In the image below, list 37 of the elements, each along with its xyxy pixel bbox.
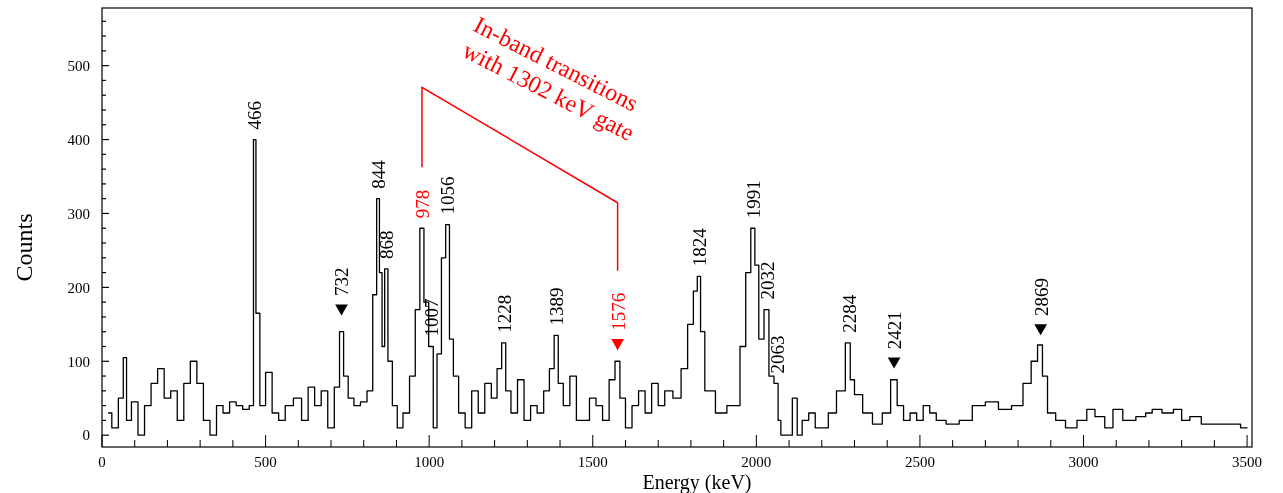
annotation: 1228 — [493, 294, 515, 333]
point — [887, 357, 901, 369]
y-tick-label: 0 — [82, 427, 90, 444]
annotation: 1991 — [743, 180, 765, 219]
y-tick-label: 100 — [67, 353, 90, 370]
annotation: 868 — [375, 230, 397, 259]
annotation: 466 — [244, 101, 266, 130]
annotation: 978 — [411, 189, 433, 219]
annotation: 1824 — [688, 227, 710, 267]
annotation: 1389 — [546, 287, 568, 326]
point — [611, 339, 624, 351]
annotation: 2063 — [766, 335, 788, 374]
x-tick-label: 2000 — [741, 454, 772, 470]
y-axis-title: Counts — [11, 213, 37, 282]
x-tick-label: 0 — [98, 454, 106, 470]
annotation: 2284 — [839, 294, 861, 333]
x-tick-label: 500 — [254, 454, 277, 470]
x-tick-label: 1500 — [577, 454, 608, 470]
y-tick-label: 400 — [67, 131, 90, 148]
point — [1034, 324, 1048, 336]
x-tick-label: 1000 — [414, 454, 445, 470]
point — [335, 304, 348, 316]
y-tick-label: 500 — [67, 57, 90, 74]
annotation: 844 — [368, 159, 390, 189]
x-tick-label: 2500 — [904, 454, 935, 470]
annotation: 2032 — [756, 261, 778, 300]
y-tick-label: 300 — [67, 205, 90, 222]
annotation: 732 — [331, 267, 353, 297]
annotation: 2421 — [884, 311, 906, 350]
y-tick-label: 200 — [67, 279, 90, 296]
annotation: 2869 — [1030, 278, 1052, 317]
annotation: 1007 — [421, 298, 443, 337]
x-tick-label: 3000 — [1068, 454, 1099, 470]
x-tick-label: 3500 — [1232, 454, 1263, 470]
x-axis-title: Energy (keV) — [642, 471, 752, 493]
annotation: 1056 — [437, 176, 459, 215]
annotation: 1576 — [607, 292, 629, 331]
